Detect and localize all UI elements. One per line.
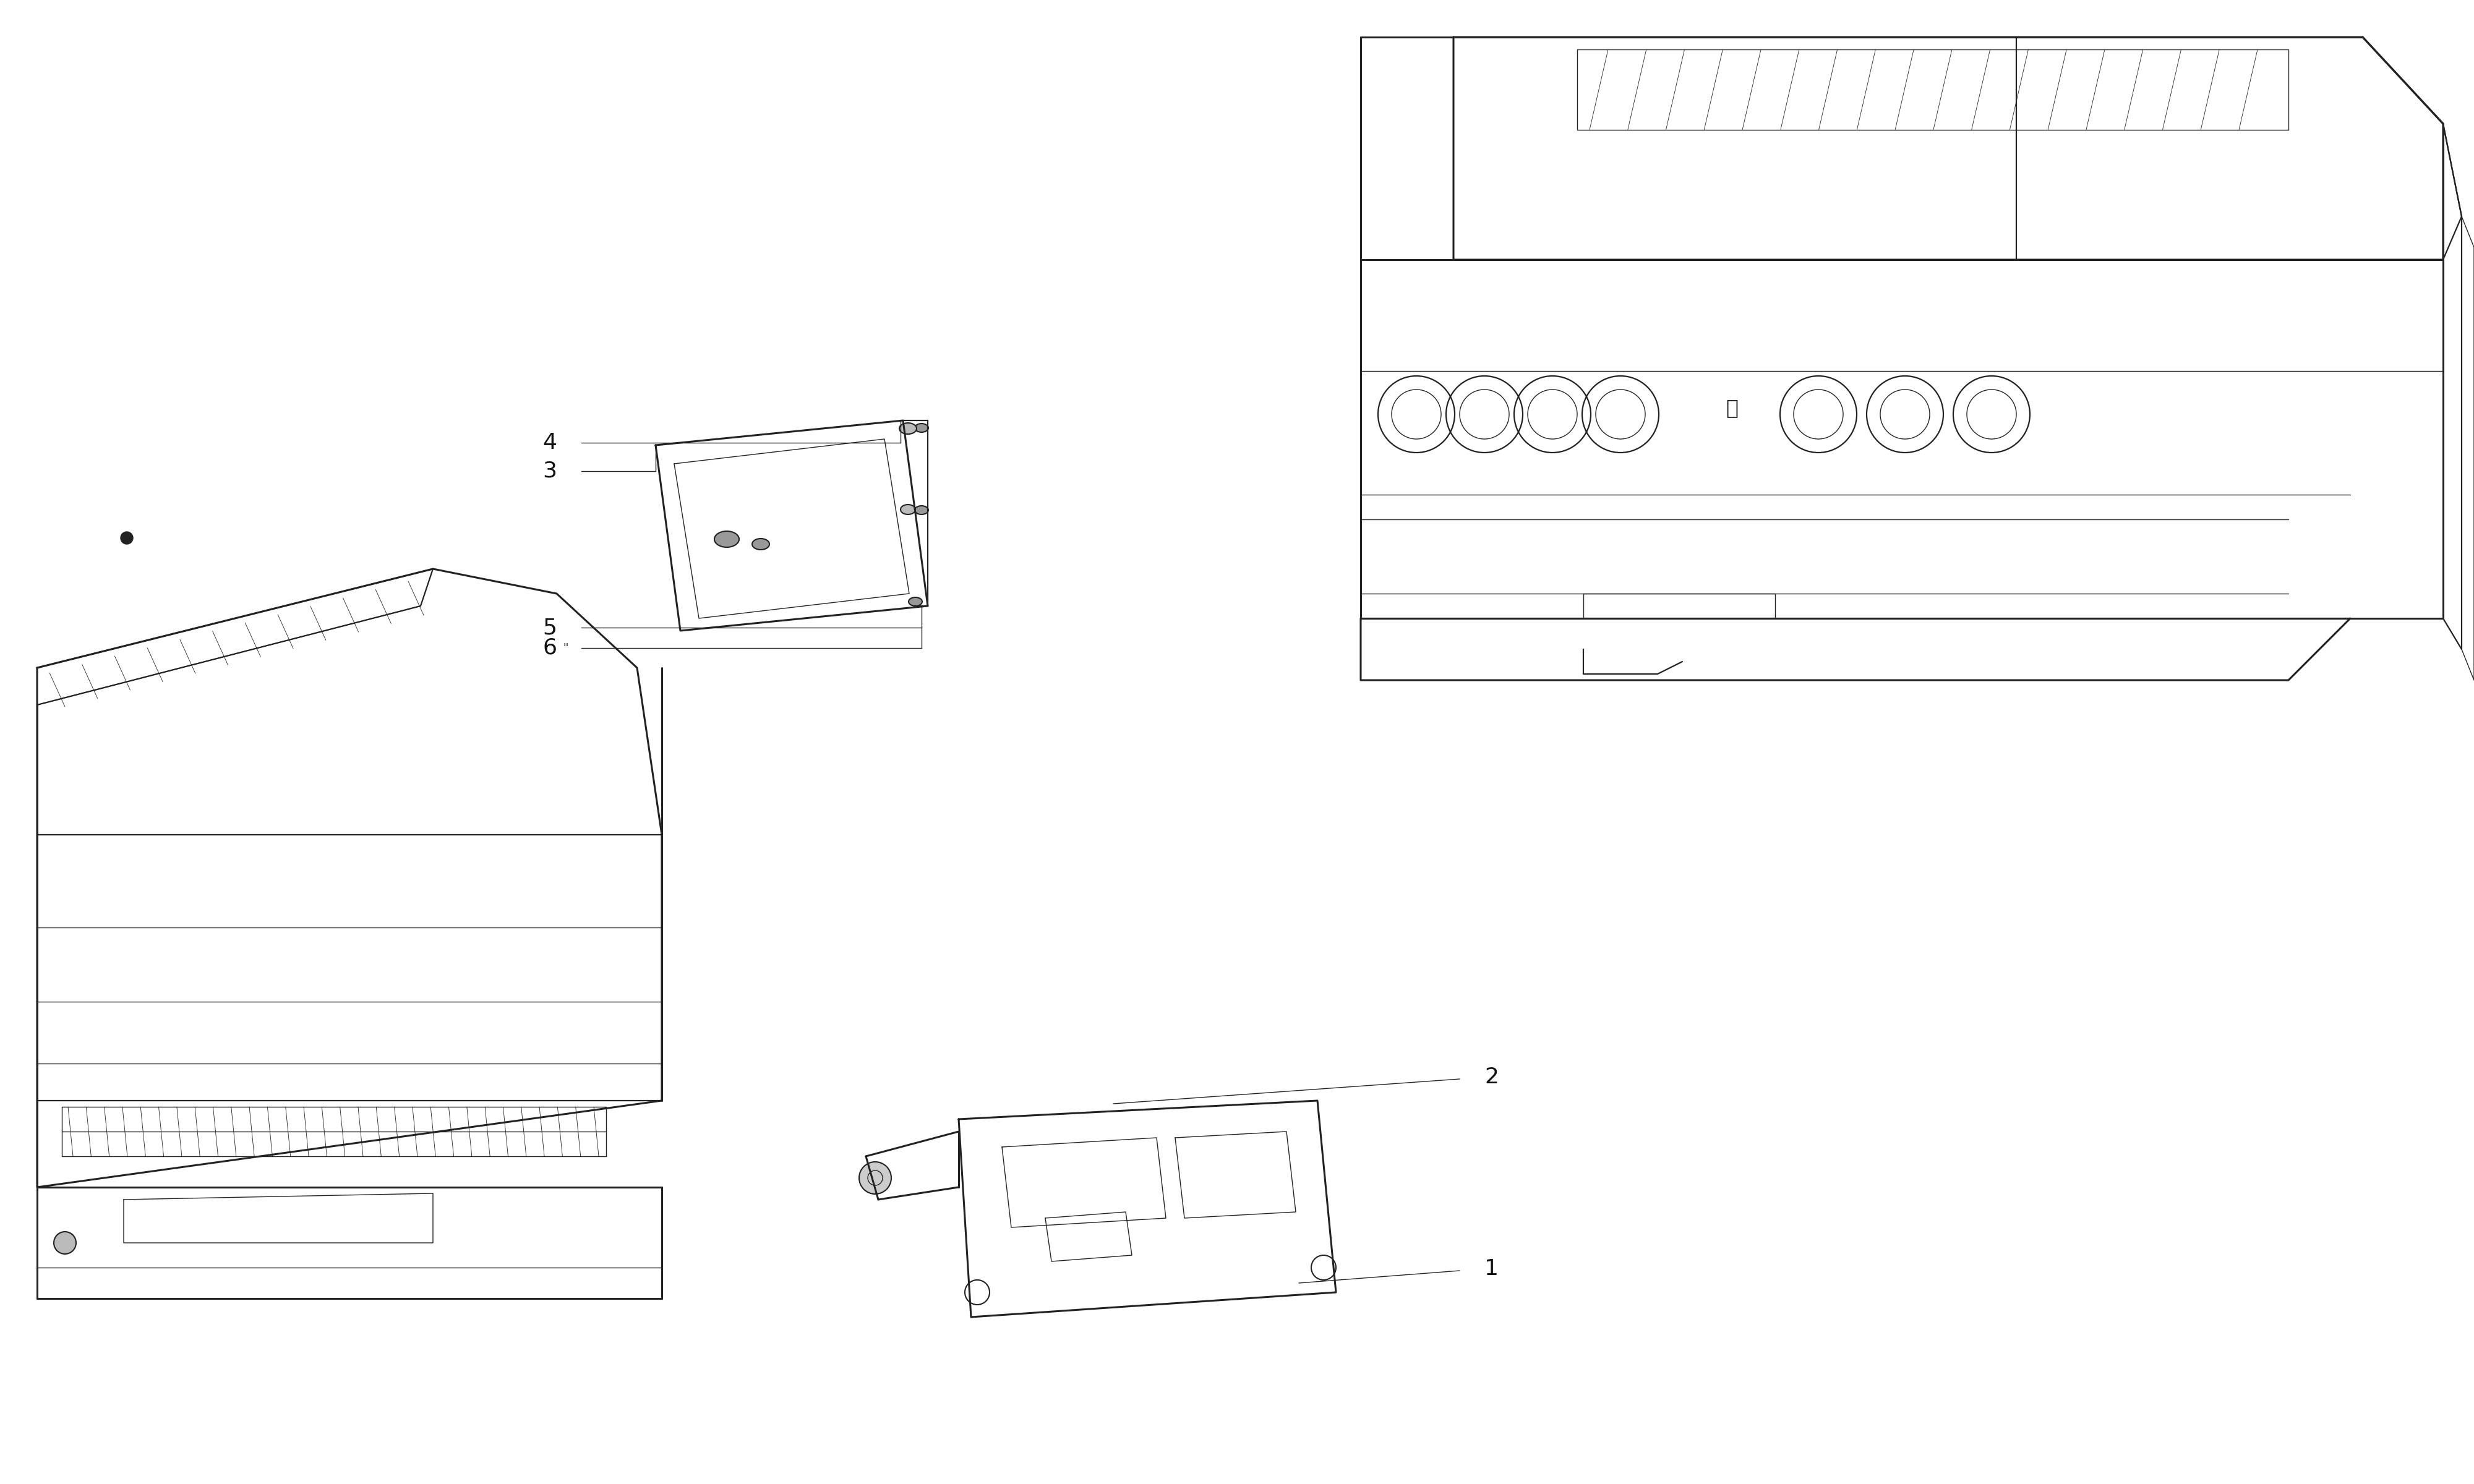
Ellipse shape — [908, 597, 923, 605]
Text: 2: 2 — [1484, 1067, 1499, 1088]
Text: 5: 5 — [542, 617, 557, 638]
Text: 6: 6 — [542, 638, 557, 659]
Circle shape — [121, 531, 134, 545]
Ellipse shape — [715, 531, 740, 548]
Ellipse shape — [901, 505, 915, 515]
Text: 1: 1 — [1484, 1258, 1499, 1279]
Ellipse shape — [901, 423, 915, 433]
Text: '': '' — [564, 643, 569, 653]
Circle shape — [858, 1162, 891, 1195]
Text: 🐴: 🐴 — [1727, 398, 1737, 418]
Circle shape — [54, 1232, 77, 1254]
Text: 3: 3 — [542, 460, 557, 482]
Text: 4: 4 — [542, 432, 557, 453]
Ellipse shape — [915, 506, 928, 515]
Ellipse shape — [752, 539, 769, 549]
Ellipse shape — [915, 423, 928, 432]
